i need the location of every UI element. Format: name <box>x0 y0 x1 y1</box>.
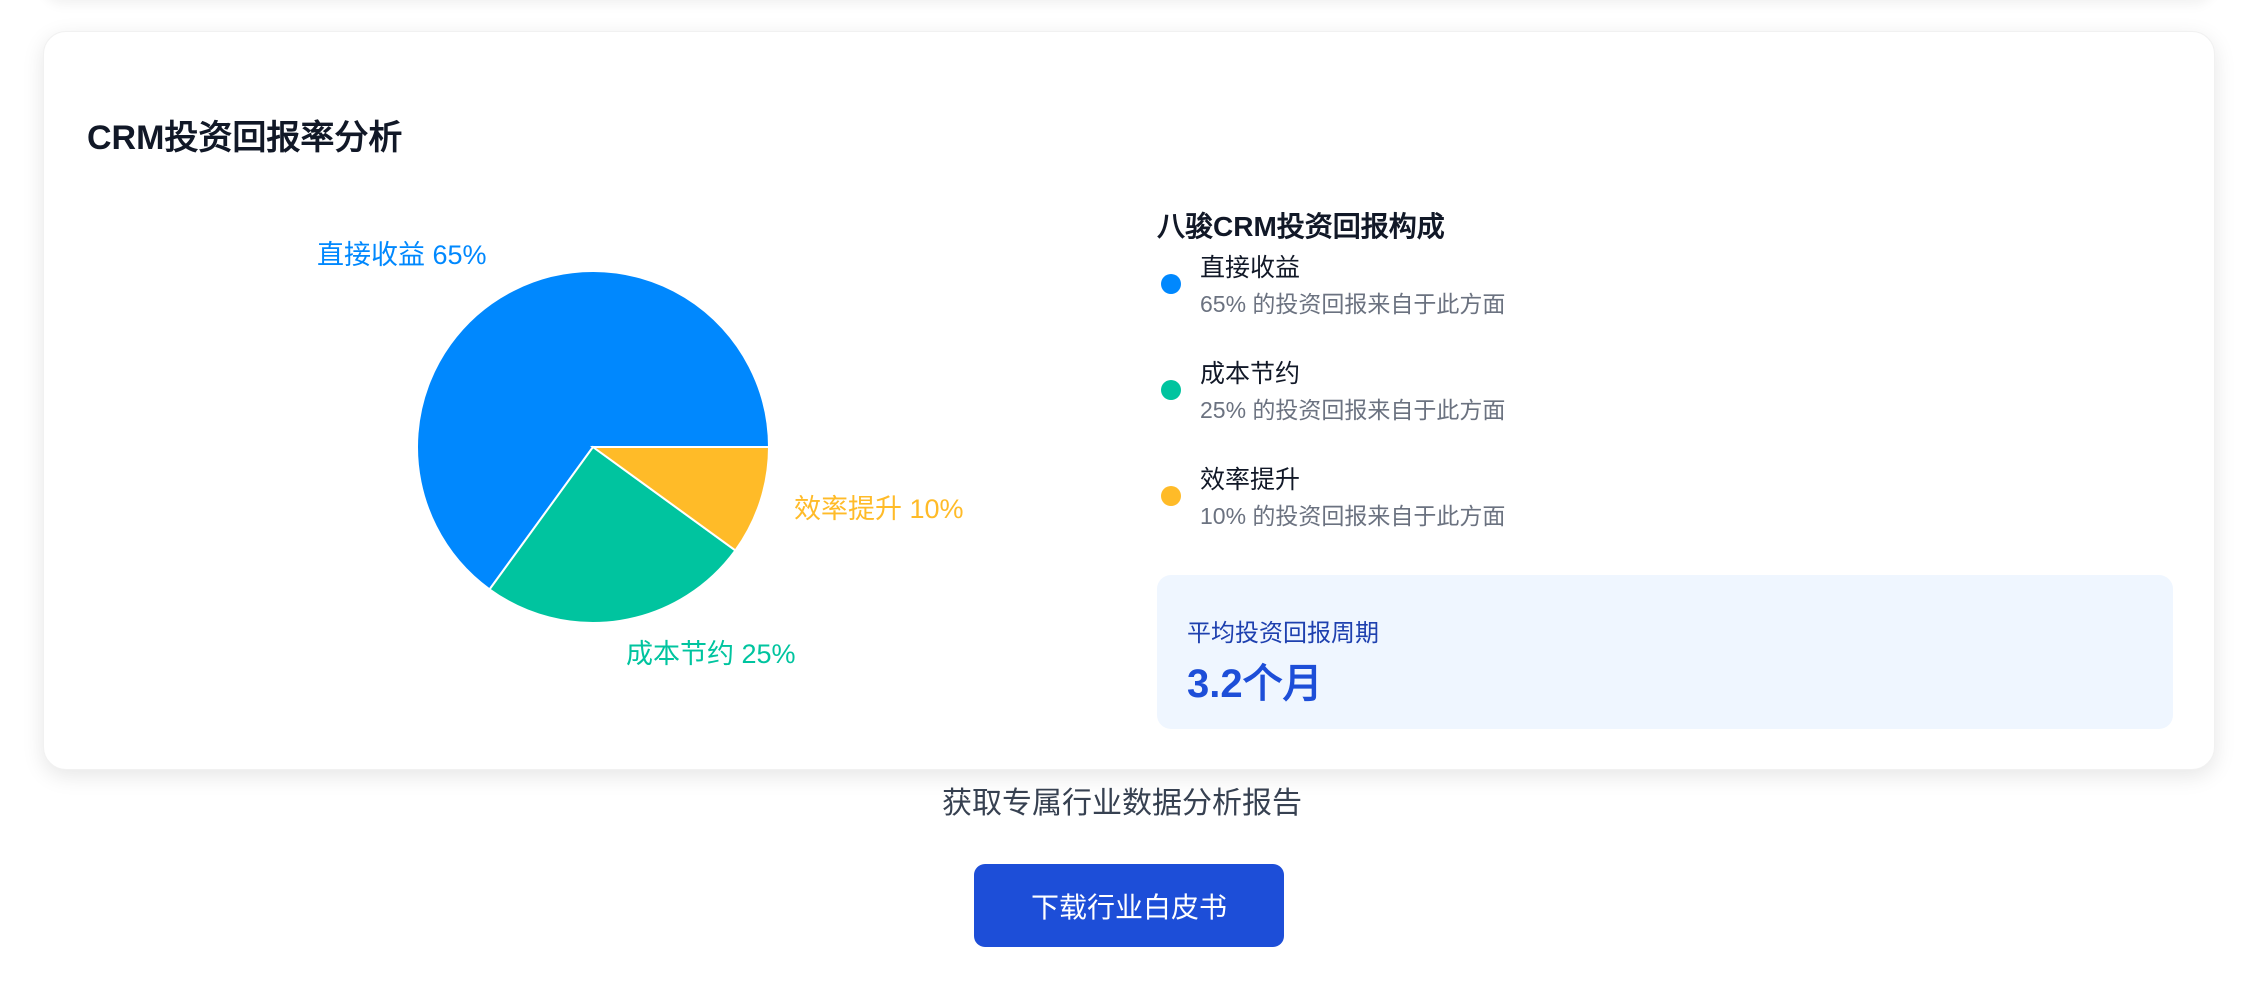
pie-slice-direct-revenue[interactable] <box>416 270 771 591</box>
legend-label: 效率提升 <box>1200 466 1301 494</box>
legend-description: 10% 的投资回报来自于此方面 <box>1200 503 1506 529</box>
pie-label-direct-revenue: 直接收益 65% <box>317 240 487 270</box>
legend-description: 25% 的投资回报来自于此方面 <box>1200 397 1506 423</box>
breakdown-title: 八骏CRM投资回报构成 <box>1157 211 1445 242</box>
legend-description: 65% 的投资回报来自于此方面 <box>1200 291 1506 317</box>
payback-label: 平均投资回报周期 <box>1187 620 1379 647</box>
roi-pie-chart <box>416 270 771 624</box>
legend-label: 直接收益 <box>1200 254 1301 282</box>
pie-slice-efficiency[interactable] <box>589 446 771 552</box>
legend-dot-icon <box>1161 274 1181 294</box>
card-title: CRM投资回报率分析 <box>87 119 403 157</box>
legend-dot-icon <box>1161 486 1181 506</box>
legend-dot-icon <box>1161 380 1181 400</box>
roi-analysis-card: CRM投资回报率分析 直接收益 65% 成本节约 25% 效率提升 10% 八骏… <box>43 31 2215 770</box>
pie-label-efficiency: 效率提升 10% <box>794 494 964 524</box>
download-whitepaper-button[interactable]: 下载行业白皮书 <box>974 864 1284 947</box>
legend-label: 成本节约 <box>1200 360 1301 388</box>
payback-value: 3.2个月 <box>1187 662 1323 706</box>
cta-text: 获取专属行业数据分析报告 <box>942 787 1302 820</box>
payback-period-box: 平均投资回报周期 3.2个月 <box>1157 575 2173 729</box>
pie-label-cost-saving: 成本节约 25% <box>626 639 796 669</box>
pie-slice-cost-saving[interactable] <box>488 445 737 624</box>
